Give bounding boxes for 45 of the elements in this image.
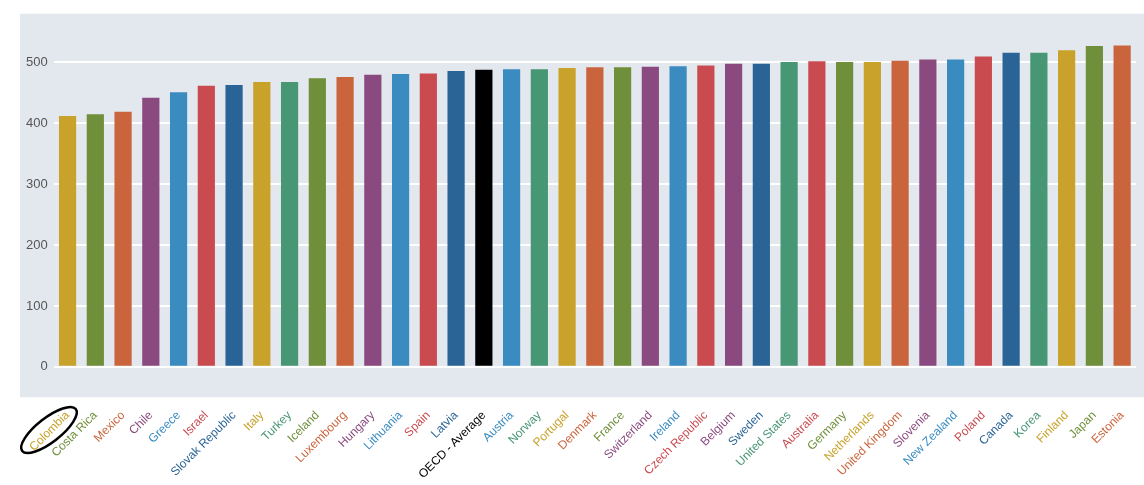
bar [669, 66, 687, 366]
bar [641, 66, 659, 366]
bar [419, 73, 437, 366]
bar [947, 59, 965, 366]
bar [891, 60, 909, 366]
bar [1085, 46, 1103, 366]
bar [364, 74, 382, 366]
bar [58, 116, 77, 366]
bar [447, 71, 465, 366]
bar [114, 111, 132, 366]
bar [725, 63, 743, 366]
bar [1002, 52, 1020, 366]
bar [225, 85, 243, 366]
y-tick-label: 500 [25, 54, 48, 70]
bar [780, 61, 798, 366]
bar [197, 85, 215, 366]
bar [336, 77, 354, 366]
bar [919, 59, 937, 366]
bar [1030, 52, 1048, 366]
y-tick-label: 300 [25, 175, 48, 191]
bar [502, 69, 521, 366]
y-tick-label: 400 [25, 114, 48, 130]
bar [613, 67, 632, 366]
bar [253, 81, 271, 366]
bar [586, 67, 604, 366]
bar [863, 61, 881, 366]
bar [391, 74, 410, 366]
bar [1058, 50, 1076, 366]
bar [86, 114, 104, 366]
y-tick-label: 200 [25, 236, 48, 252]
bar [808, 61, 826, 366]
bar [475, 69, 493, 366]
bar [1113, 45, 1131, 366]
y-tick-label: 100 [25, 297, 48, 313]
bar [280, 81, 299, 366]
bar [697, 65, 715, 366]
bar [169, 92, 188, 366]
y-tick-label: 0 [40, 358, 48, 374]
bar [752, 63, 770, 366]
bar [308, 78, 326, 366]
bar [836, 61, 854, 366]
bar [974, 56, 992, 366]
bar [558, 67, 576, 366]
bar [142, 97, 160, 366]
bar [530, 69, 548, 366]
